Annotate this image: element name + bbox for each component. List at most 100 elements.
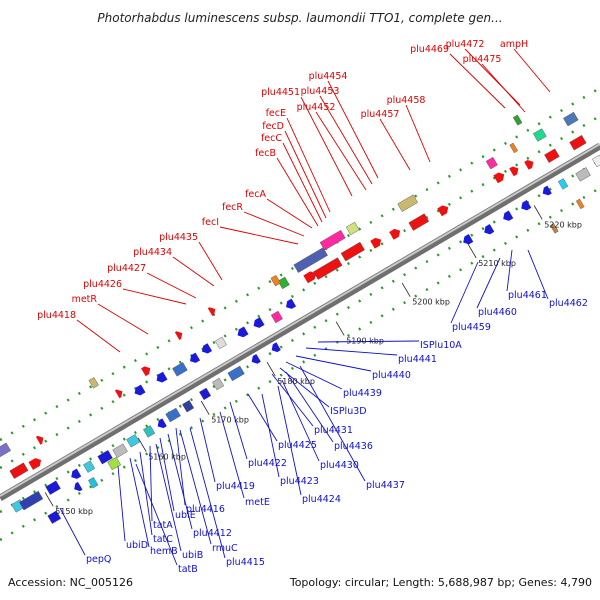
leader-line bbox=[76, 319, 121, 353]
tick-mark bbox=[533, 205, 543, 220]
gene-label-fecC[interactable]: fecC bbox=[261, 133, 282, 144]
gene-feature bbox=[0, 442, 11, 462]
gene-label-plu4452[interactable]: plu4452 bbox=[297, 102, 336, 113]
gene-feature bbox=[493, 172, 505, 184]
gene-label-plu4424[interactable]: plu4424 bbox=[302, 494, 341, 505]
gene-label-plu4460[interactable]: plu4460 bbox=[478, 307, 517, 318]
gene-label-plu4426[interactable]: plu4426 bbox=[83, 279, 122, 290]
gene-label-plu4434[interactable]: plu4434 bbox=[133, 247, 172, 258]
gene-feature bbox=[521, 200, 532, 211]
gene-label-plu4415[interactable]: plu4415 bbox=[226, 557, 265, 568]
gene-label-plu4457[interactable]: plu4457 bbox=[361, 109, 400, 120]
gene-feature bbox=[319, 229, 346, 251]
gene-label-fecI[interactable]: fecI bbox=[202, 217, 219, 228]
gene-label-ubiD[interactable]: ubiD bbox=[126, 540, 148, 551]
gene-feature bbox=[143, 425, 156, 438]
gene-label-plu4427[interactable]: plu4427 bbox=[107, 263, 146, 274]
leader-line bbox=[295, 355, 372, 372]
gene-label-plu4436[interactable]: plu4436 bbox=[334, 441, 373, 452]
gene-feature bbox=[575, 167, 591, 182]
gene-label-plu4422[interactable]: plu4422 bbox=[248, 458, 287, 469]
gene-label-plu4439[interactable]: plu4439 bbox=[343, 388, 382, 399]
gene-label-plu4440[interactable]: plu4440 bbox=[372, 370, 411, 381]
gene-label-plu4461[interactable]: plu4461 bbox=[508, 290, 547, 301]
gene-feature bbox=[575, 198, 585, 210]
gene-feature bbox=[569, 135, 587, 151]
leader-line bbox=[281, 379, 320, 462]
gene-label-plu4431[interactable]: plu4431 bbox=[314, 425, 353, 436]
gene-label-plu4454[interactable]: plu4454 bbox=[309, 71, 348, 82]
gene-feature bbox=[28, 458, 42, 470]
gene-label-ubiB[interactable]: ubiB bbox=[182, 550, 203, 561]
gene-feature bbox=[293, 247, 328, 273]
gene-label-tatC[interactable]: tatC bbox=[153, 534, 173, 545]
leader-line bbox=[155, 443, 182, 552]
leader-line bbox=[219, 226, 299, 245]
leader-line bbox=[199, 417, 216, 483]
gene-label-plu4475[interactable]: plu4475 bbox=[463, 54, 502, 65]
gene-feature bbox=[227, 365, 245, 382]
gene-feature bbox=[544, 148, 560, 163]
gene-label-plu4459[interactable]: plu4459 bbox=[452, 322, 491, 333]
gene-feature bbox=[509, 142, 518, 154]
gene-feature bbox=[45, 480, 61, 495]
gene-feature bbox=[19, 490, 44, 511]
gene-label-ubiE[interactable]: ubiE bbox=[175, 510, 196, 521]
gene-label-plu4472[interactable]: plu4472 bbox=[446, 39, 485, 50]
gene-feature bbox=[512, 114, 523, 126]
gene-feature bbox=[485, 156, 498, 170]
tick-mark bbox=[335, 321, 345, 336]
gene-feature bbox=[112, 443, 128, 458]
gene-feature bbox=[74, 481, 83, 492]
gene-label-hemB[interactable]: hemB bbox=[150, 546, 178, 557]
gene-label-plu4419[interactable]: plu4419 bbox=[216, 481, 255, 492]
gene-label-plu4412[interactable]: plu4412 bbox=[193, 528, 232, 539]
leader-line bbox=[261, 393, 280, 478]
topology-text: Topology: circular; Length: 5,688,987 bp… bbox=[289, 576, 592, 589]
accession-text: Accession: NC_005126 bbox=[8, 576, 133, 589]
gene-label-metR[interactable]: metR bbox=[72, 294, 98, 305]
gene-label-pepQ[interactable]: pepQ bbox=[86, 554, 111, 565]
leader-line bbox=[139, 451, 153, 536]
genome-backbone bbox=[0, 142, 600, 502]
leader-line bbox=[229, 401, 248, 460]
gene-label-ampH[interactable]: ampH bbox=[500, 39, 528, 50]
gene-label-plu4425[interactable]: plu4425 bbox=[278, 440, 317, 451]
gene-label-plu4453[interactable]: plu4453 bbox=[301, 86, 340, 97]
tick-mark bbox=[137, 437, 147, 452]
gene-feature bbox=[271, 342, 281, 353]
tick-label: 5160 kbp bbox=[148, 453, 186, 462]
gene-label-plu4416[interactable]: plu4416 bbox=[186, 504, 225, 515]
gene-label-plu4430[interactable]: plu4430 bbox=[320, 460, 359, 471]
leader-line bbox=[282, 142, 323, 223]
gene-feature bbox=[165, 407, 181, 423]
leader-line bbox=[379, 118, 411, 171]
gene-label-plu4418[interactable]: plu4418 bbox=[37, 310, 76, 321]
gene-label-plu4437[interactable]: plu4437 bbox=[366, 480, 405, 491]
gene-label-ISPlu10A[interactable]: ISPlu10A bbox=[420, 340, 462, 351]
gene-feature bbox=[524, 160, 534, 170]
gene-label-plu4451[interactable]: plu4451 bbox=[261, 87, 300, 98]
gene-label-plu4441[interactable]: plu4441 bbox=[398, 354, 437, 365]
gene-feature bbox=[270, 310, 283, 324]
gene-label-ISPlu3D[interactable]: ISPlu3D bbox=[330, 406, 367, 417]
leader-line bbox=[305, 347, 398, 356]
gene-label-fecA[interactable]: fecA bbox=[245, 189, 266, 200]
gene-label-fecD[interactable]: fecD bbox=[262, 121, 284, 132]
gene-label-plu4462[interactable]: plu4462 bbox=[549, 298, 588, 309]
gene-label-plu4458[interactable]: plu4458 bbox=[387, 95, 426, 106]
gene-label-plu4435[interactable]: plu4435 bbox=[159, 232, 198, 243]
gene-label-plu4423[interactable]: plu4423 bbox=[280, 476, 319, 487]
gene-label-tatB[interactable]: tatB bbox=[178, 564, 198, 575]
gene-label-fecR[interactable]: fecR bbox=[222, 202, 243, 213]
gene-feature bbox=[190, 352, 201, 363]
gene-label-tatA[interactable]: tatA bbox=[153, 520, 173, 531]
gene-label-fecB[interactable]: fecB bbox=[255, 148, 276, 159]
gene-label-rmuC[interactable]: rmuC bbox=[212, 543, 238, 554]
leader-line bbox=[149, 445, 153, 522]
gene-feature bbox=[397, 194, 419, 212]
leader-line bbox=[450, 261, 479, 324]
gene-label-fecE[interactable]: fecE bbox=[266, 108, 286, 119]
gene-label-metE[interactable]: metE bbox=[245, 497, 270, 508]
gene-label-plu4469[interactable]: plu4469 bbox=[410, 44, 449, 55]
